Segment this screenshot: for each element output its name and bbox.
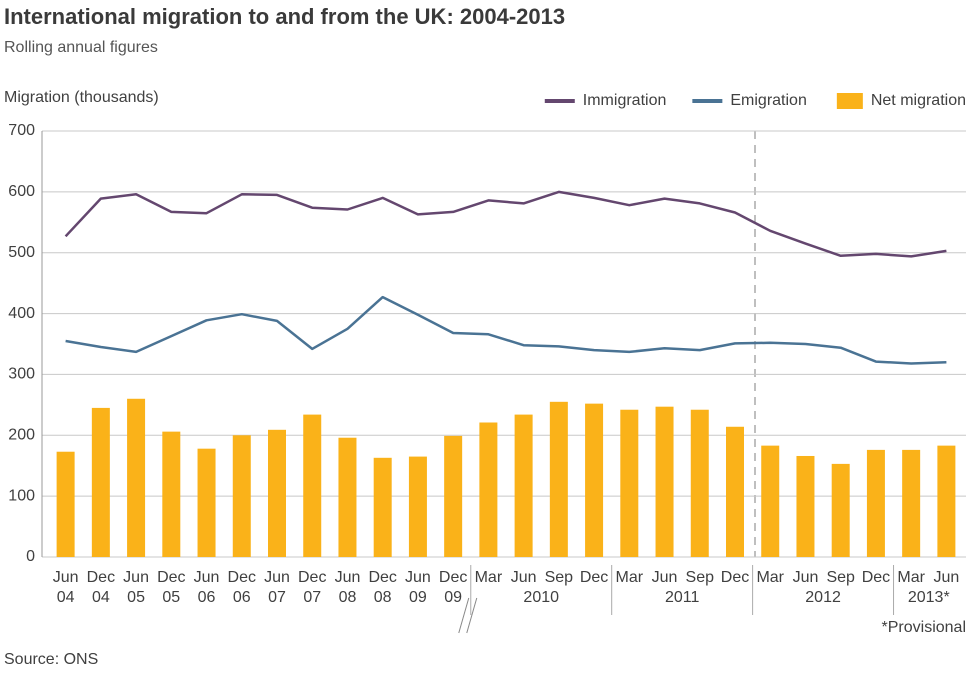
bar — [620, 409, 639, 557]
bar — [866, 449, 885, 557]
bar — [197, 448, 216, 557]
x-tick-label: Jun — [194, 569, 220, 586]
x-tick-label: Mar — [475, 569, 503, 586]
bar — [549, 401, 568, 557]
x-tick-label: Jun — [511, 569, 537, 586]
x-group-label: 07 — [303, 589, 321, 606]
line — [64, 190, 947, 258]
y-tick-label: 400 — [8, 305, 35, 322]
bar — [937, 445, 956, 557]
x-tick-label: Jun — [652, 569, 678, 586]
axis-break — [466, 597, 478, 634]
x-group-label: 2010 — [523, 589, 559, 606]
x-tick-label: Dec — [721, 569, 749, 586]
x-group-label: 2012 — [805, 589, 841, 606]
y-tick-label: 0 — [26, 548, 35, 565]
x-group-label: 09 — [444, 589, 462, 606]
bar — [162, 431, 181, 557]
bar — [56, 451, 75, 557]
legend: Net migration Emigration Immigration — [544, 92, 966, 109]
x-tick-label: Jun — [933, 569, 959, 586]
x-tick-label: Mar — [897, 569, 925, 586]
x-tick-label: Dec — [298, 569, 326, 586]
x-tick-label: Sep — [545, 569, 574, 586]
x-tick-label: Jun — [335, 569, 361, 586]
x-tick-label: Sep — [826, 569, 855, 586]
x-tick-label: Dec — [862, 569, 890, 586]
y-axis-label: Migration (thousands) — [4, 89, 159, 106]
bar — [514, 414, 533, 557]
x-tick-label: Dec — [87, 569, 115, 586]
y-tick-label: 100 — [8, 487, 35, 504]
x-group-label: 2013* — [908, 589, 950, 606]
x-tick-label: Dec — [368, 569, 396, 586]
bar — [444, 435, 463, 557]
x-tick-label: Dec — [439, 569, 467, 586]
x-tick-label: Mar — [616, 569, 644, 586]
legend-label: Immigration — [583, 92, 667, 109]
bar — [655, 406, 674, 557]
x-tick-label: Jun — [123, 569, 149, 586]
bar — [479, 422, 498, 557]
bar — [91, 407, 110, 557]
chart-subtitle: Rolling annual figures — [4, 39, 158, 56]
x-group-label: 05 — [127, 589, 145, 606]
x-tick-label: Jun — [793, 569, 819, 586]
x-group-label: 05 — [162, 589, 180, 606]
bar — [127, 398, 146, 557]
y-tick-label: 500 — [8, 244, 35, 261]
x-tick-label: Jun — [264, 569, 290, 586]
bar — [268, 429, 286, 557]
bar — [761, 445, 780, 557]
x-tick-label: Dec — [157, 569, 185, 586]
x-group-label: 09 — [409, 589, 427, 606]
x-group-label: 2011 — [665, 589, 700, 606]
y-tick-label: 300 — [8, 366, 35, 383]
y-tick-label: 600 — [8, 183, 35, 200]
y-tick-label: 700 — [8, 122, 35, 139]
bar — [902, 449, 921, 557]
legend-swatch — [836, 93, 863, 109]
axis-break — [458, 597, 470, 634]
x-group-label: 04 — [57, 589, 75, 606]
bar — [303, 414, 322, 557]
x-tick-label: Jun — [405, 569, 431, 586]
line — [65, 295, 947, 365]
legend-label: Net migration — [871, 92, 966, 109]
x-group-label: 04 — [92, 589, 110, 606]
x-group-label: 07 — [268, 589, 286, 606]
x-group-label: 08 — [339, 589, 357, 606]
bar — [796, 455, 815, 557]
bar — [831, 463, 850, 557]
y-tick-label: 200 — [8, 427, 35, 444]
bar — [232, 435, 251, 557]
note: *Provisional — [882, 619, 966, 636]
bar — [690, 409, 709, 557]
x-group-label: 06 — [233, 589, 251, 606]
x-tick-label: Jun — [53, 569, 79, 586]
legend-label: Emigration — [730, 92, 806, 109]
bar — [373, 457, 392, 557]
x-tick-label: Sep — [686, 569, 715, 586]
bar — [726, 426, 744, 557]
x-group-label: 06 — [198, 589, 216, 606]
bar — [338, 437, 357, 557]
bar — [408, 456, 427, 557]
x-tick-label: Dec — [580, 569, 608, 586]
source: Source: ONS — [4, 651, 98, 668]
bar — [585, 403, 604, 557]
chart-title: International migration to and from the … — [4, 4, 565, 29]
x-tick-label: Mar — [756, 569, 784, 586]
x-tick-label: Dec — [228, 569, 256, 586]
x-group-label: 08 — [374, 589, 392, 606]
